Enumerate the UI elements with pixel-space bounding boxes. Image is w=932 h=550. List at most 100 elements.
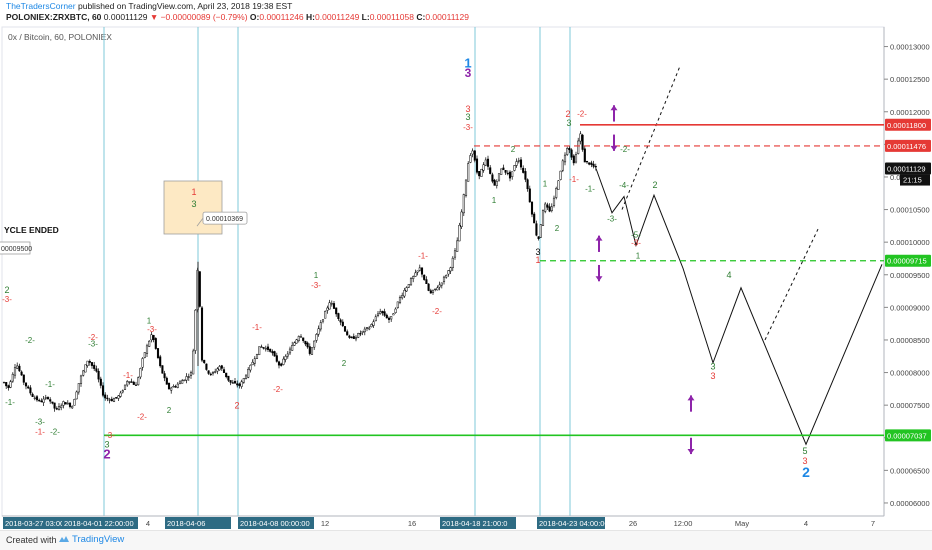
candle-body bbox=[500, 168, 503, 175]
wave-label: -2- bbox=[25, 336, 35, 345]
candle-body bbox=[357, 333, 360, 338]
candle-body bbox=[348, 335, 351, 338]
candle-body bbox=[163, 373, 166, 379]
candle-body bbox=[156, 348, 160, 358]
candle-body bbox=[295, 339, 298, 344]
wave-label: 2 bbox=[342, 359, 347, 368]
candle-body bbox=[286, 353, 289, 357]
candle-body bbox=[544, 203, 547, 212]
candle-body bbox=[266, 346, 270, 350]
tradingview-logo[interactable]: TradingView bbox=[58, 534, 124, 545]
candle-body bbox=[262, 347, 265, 349]
price-level-tag bbox=[885, 254, 931, 267]
created-with-text: Created with bbox=[6, 535, 57, 545]
candle-body bbox=[473, 150, 476, 161]
candle-body bbox=[137, 377, 140, 386]
candle-body bbox=[60, 405, 63, 408]
candle-body bbox=[574, 154, 578, 163]
candle-body bbox=[170, 387, 173, 391]
candle-body bbox=[95, 368, 98, 372]
candle-body bbox=[579, 133, 582, 142]
candle-body bbox=[9, 381, 12, 388]
price-level-label: 0.00011476 bbox=[887, 142, 926, 151]
candle-body bbox=[187, 376, 190, 378]
candle-body bbox=[326, 307, 329, 311]
candle-body bbox=[379, 311, 382, 314]
candle-body bbox=[189, 372, 193, 376]
candle-body bbox=[566, 148, 569, 155]
candle-body bbox=[539, 224, 542, 238]
candle-body bbox=[75, 391, 78, 400]
wave-label: -1- bbox=[569, 175, 579, 184]
candle-body bbox=[396, 301, 399, 308]
publish-line: TheTradersCorner published on TradingVie… bbox=[6, 1, 292, 11]
candle-body bbox=[247, 368, 250, 378]
candle-body bbox=[546, 204, 549, 208]
chart-header: TheTradersCorner published on TradingVie… bbox=[0, 0, 932, 24]
price-change: ▼ −0.00000089 (−0.79%) bbox=[149, 12, 248, 22]
x-tick-label: 2018-03-27 03:00:00 bbox=[5, 519, 75, 528]
candle-body bbox=[84, 364, 87, 373]
candle-body bbox=[238, 383, 241, 386]
candle-body bbox=[559, 170, 562, 180]
wave-label: -1- bbox=[252, 323, 262, 332]
candle-body bbox=[403, 290, 406, 297]
wave-label: 3 bbox=[566, 118, 571, 128]
wave-label: -3- bbox=[463, 123, 473, 132]
author-link[interactable]: TheTradersCorner bbox=[6, 1, 76, 11]
direction-arrow-head bbox=[595, 276, 603, 282]
candle-body bbox=[123, 384, 127, 390]
candle-body bbox=[537, 236, 540, 239]
candle-body bbox=[211, 372, 215, 374]
candle-body bbox=[354, 336, 358, 340]
candle-body bbox=[42, 398, 45, 403]
candle-body bbox=[478, 171, 481, 177]
candle-body bbox=[55, 408, 58, 410]
candle-body bbox=[427, 283, 430, 291]
candle-body bbox=[31, 393, 34, 397]
candle-body bbox=[253, 358, 256, 364]
x-tick-label: 12:00 bbox=[674, 519, 693, 528]
candle-body bbox=[64, 402, 67, 405]
candle-body bbox=[561, 160, 564, 171]
wave-label: 5 bbox=[802, 446, 807, 456]
candle-body bbox=[161, 365, 164, 374]
wave-label: -5- bbox=[631, 231, 641, 240]
candle-body bbox=[308, 346, 311, 354]
y-tick-label: 0.00007500 bbox=[890, 401, 930, 410]
candle-body bbox=[568, 147, 571, 151]
candle-body bbox=[324, 311, 327, 319]
note-box[interactable] bbox=[163, 180, 223, 235]
price-level-tag bbox=[885, 429, 931, 442]
y-tick-label: 0.00013000 bbox=[890, 43, 930, 52]
y-tick-label: 0.00012000 bbox=[890, 108, 930, 117]
candle-body bbox=[220, 365, 223, 369]
wave-label: 1 bbox=[636, 251, 641, 260]
candle-body bbox=[117, 395, 120, 399]
candle-body bbox=[495, 181, 498, 186]
symbol-label: POLONIEX:ZRXBTC, 60 bbox=[6, 12, 102, 22]
y-tick-label: 0.00009000 bbox=[890, 303, 930, 312]
candle-body bbox=[548, 206, 551, 212]
x-tick-label: 2018-04-06 bbox=[167, 519, 205, 528]
candle-body bbox=[319, 322, 322, 330]
candle-body bbox=[7, 385, 10, 389]
candle-body bbox=[13, 367, 17, 376]
wave-label: -2- bbox=[432, 307, 442, 316]
candle-body bbox=[592, 163, 595, 167]
candle-body bbox=[590, 162, 593, 165]
candle-body bbox=[115, 397, 118, 399]
candle-body bbox=[572, 155, 575, 164]
price-chart[interactable]: 0x / Bitcoin, 60, POLONIEX 0.00013000 0.00… bbox=[0, 24, 932, 530]
candle-body bbox=[5, 382, 8, 387]
candle-body bbox=[79, 375, 83, 384]
candle-body bbox=[460, 211, 463, 227]
wave-label: 2 bbox=[652, 180, 657, 190]
candle-body bbox=[29, 387, 32, 394]
candle-body bbox=[438, 284, 441, 288]
candle-body bbox=[456, 240, 459, 252]
candle-body bbox=[236, 383, 239, 386]
direction-arrow-head bbox=[610, 145, 618, 151]
candle-body bbox=[277, 361, 281, 366]
countdown-label: 21:15 bbox=[903, 176, 922, 185]
